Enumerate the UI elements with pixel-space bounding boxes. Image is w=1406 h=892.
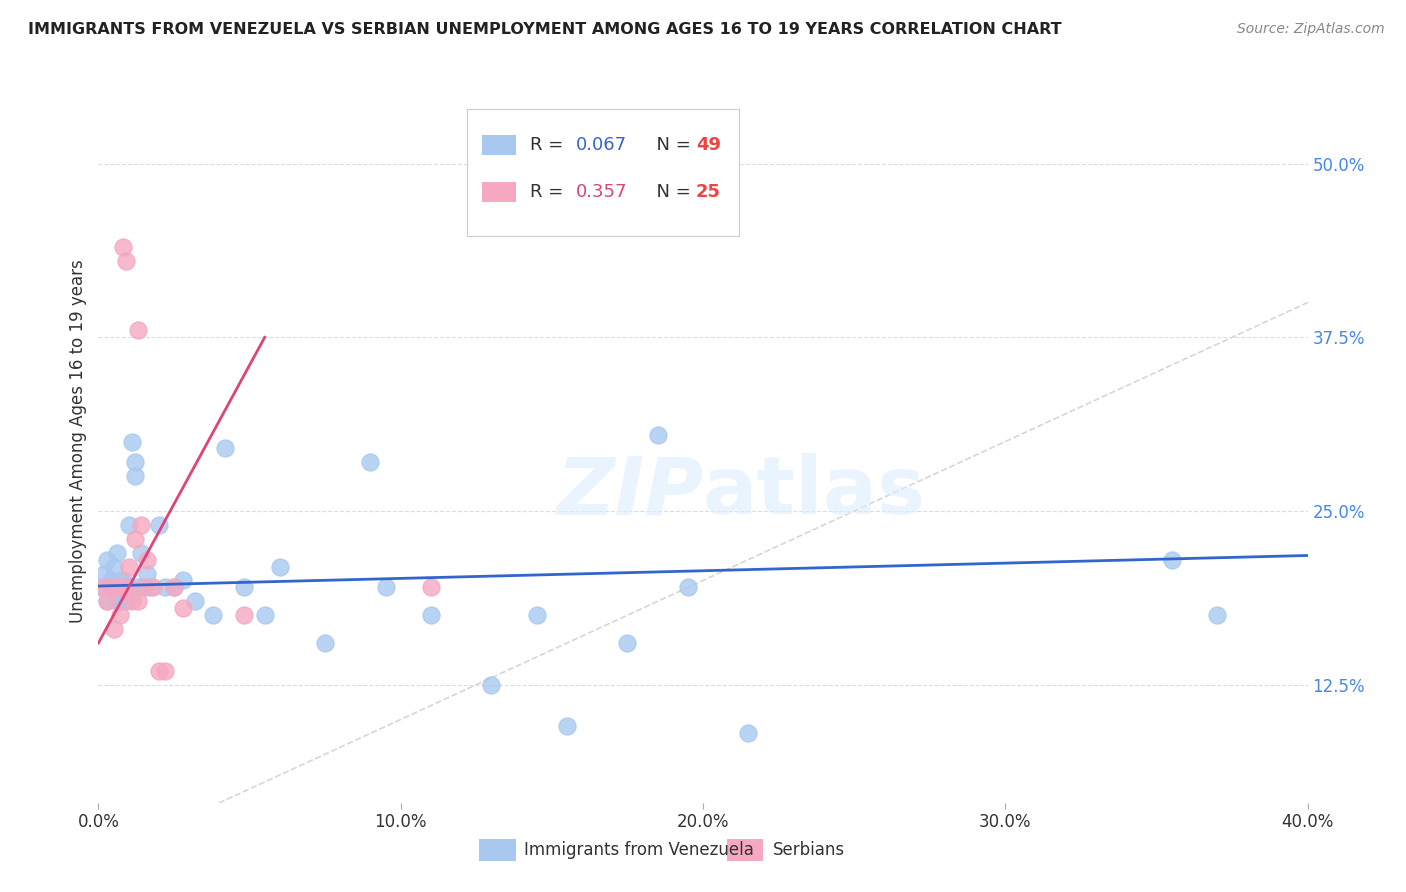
Point bbox=[163, 581, 186, 595]
Point bbox=[124, 532, 146, 546]
Point bbox=[132, 581, 155, 595]
Point bbox=[676, 581, 699, 595]
Point bbox=[142, 581, 165, 595]
Bar bbox=[482, 136, 516, 155]
Point bbox=[647, 427, 669, 442]
Point bbox=[172, 574, 194, 588]
Point bbox=[314, 636, 336, 650]
Text: atlas: atlas bbox=[703, 453, 927, 531]
Point bbox=[111, 574, 134, 588]
Point bbox=[103, 581, 125, 595]
Text: 0.357: 0.357 bbox=[576, 183, 627, 202]
Point bbox=[153, 664, 176, 678]
Point bbox=[103, 559, 125, 574]
Point bbox=[129, 517, 152, 532]
Text: 0.067: 0.067 bbox=[576, 136, 627, 154]
Point bbox=[129, 546, 152, 560]
Point bbox=[108, 581, 131, 595]
Point bbox=[100, 581, 122, 595]
Point bbox=[114, 581, 136, 595]
Point bbox=[118, 517, 141, 532]
Point bbox=[96, 594, 118, 608]
Point bbox=[232, 608, 254, 623]
Text: N =: N = bbox=[645, 183, 696, 202]
Text: N =: N = bbox=[645, 136, 696, 154]
Point bbox=[121, 594, 143, 608]
Bar bbox=[482, 182, 516, 202]
Point bbox=[105, 581, 128, 595]
Bar bbox=[727, 838, 763, 861]
Point bbox=[127, 594, 149, 608]
Point bbox=[184, 594, 207, 608]
Y-axis label: Unemployment Among Ages 16 to 19 years: Unemployment Among Ages 16 to 19 years bbox=[69, 260, 87, 624]
FancyBboxPatch shape bbox=[467, 109, 740, 235]
Text: IMMIGRANTS FROM VENEZUELA VS SERBIAN UNEMPLOYMENT AMONG AGES 16 TO 19 YEARS CORR: IMMIGRANTS FROM VENEZUELA VS SERBIAN UNE… bbox=[28, 22, 1062, 37]
Point bbox=[114, 253, 136, 268]
Text: R =: R = bbox=[530, 136, 569, 154]
Text: Source: ZipAtlas.com: Source: ZipAtlas.com bbox=[1237, 22, 1385, 37]
Point bbox=[111, 240, 134, 254]
Point bbox=[139, 581, 162, 595]
Point bbox=[420, 581, 443, 595]
Point bbox=[153, 581, 176, 595]
Point bbox=[135, 566, 157, 581]
Point bbox=[108, 608, 131, 623]
Point bbox=[526, 608, 548, 623]
Point bbox=[148, 517, 170, 532]
Point bbox=[103, 622, 125, 636]
Point bbox=[1206, 608, 1229, 623]
Point bbox=[100, 574, 122, 588]
Text: 49: 49 bbox=[696, 136, 721, 154]
Point bbox=[374, 581, 396, 595]
Point bbox=[118, 581, 141, 595]
Text: R =: R = bbox=[530, 183, 569, 202]
Point bbox=[172, 601, 194, 615]
Point bbox=[135, 552, 157, 566]
Point bbox=[555, 719, 578, 733]
Point bbox=[96, 594, 118, 608]
Point bbox=[737, 726, 759, 740]
Text: 25: 25 bbox=[696, 183, 721, 202]
Point bbox=[360, 455, 382, 469]
Text: ZIP: ZIP bbox=[555, 453, 703, 531]
Point bbox=[214, 442, 236, 456]
Point bbox=[232, 581, 254, 595]
Point bbox=[616, 636, 638, 650]
Point bbox=[111, 581, 134, 595]
Point bbox=[1160, 552, 1182, 566]
Point bbox=[114, 594, 136, 608]
Point bbox=[124, 469, 146, 483]
Point bbox=[202, 608, 225, 623]
Point bbox=[108, 574, 131, 588]
Point bbox=[118, 559, 141, 574]
Text: Serbians: Serbians bbox=[773, 841, 845, 859]
Point bbox=[93, 581, 115, 595]
Point bbox=[148, 664, 170, 678]
Point bbox=[105, 546, 128, 560]
Point bbox=[132, 581, 155, 595]
Point bbox=[105, 594, 128, 608]
Point bbox=[124, 455, 146, 469]
Point bbox=[127, 323, 149, 337]
Point bbox=[105, 581, 128, 595]
Point bbox=[481, 678, 503, 692]
Bar bbox=[479, 838, 516, 861]
Point bbox=[100, 581, 122, 595]
Point bbox=[420, 608, 443, 623]
Point bbox=[90, 581, 112, 595]
Point bbox=[163, 581, 186, 595]
Point bbox=[121, 434, 143, 449]
Text: Immigrants from Venezuela: Immigrants from Venezuela bbox=[524, 841, 754, 859]
Point bbox=[96, 552, 118, 566]
Point bbox=[108, 594, 131, 608]
Point bbox=[269, 559, 291, 574]
Point bbox=[93, 566, 115, 581]
Point bbox=[253, 608, 276, 623]
Point bbox=[127, 581, 149, 595]
